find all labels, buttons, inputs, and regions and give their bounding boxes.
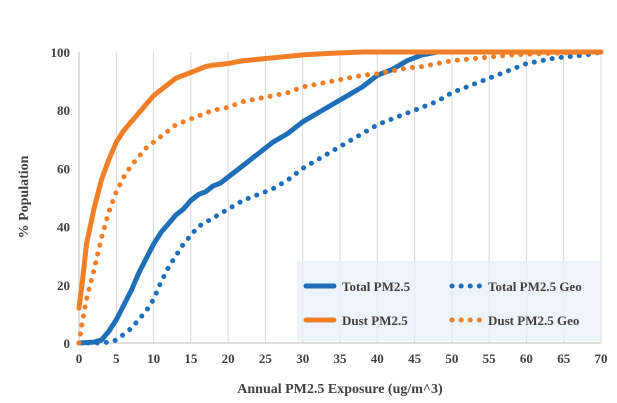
y-tick-label: 100 xyxy=(51,45,71,60)
x-tick-label: 70 xyxy=(595,351,608,366)
x-tick-label: 65 xyxy=(557,351,571,366)
x-tick-label: 0 xyxy=(76,351,83,366)
y-tick-label: 40 xyxy=(57,220,70,235)
x-tick-label: 15 xyxy=(184,351,198,366)
legend-label: Dust PM2.5 xyxy=(342,313,408,328)
x-tick-label: 55 xyxy=(483,351,497,366)
x-tick-label: 40 xyxy=(371,351,384,366)
axes-layer: 0 5 10 15 20 25 30 35 40 45 50 55 60 65 70 0 20 40 60 80 100 xyxy=(51,45,608,366)
legend: Total PM2.5 Total PM2.5 Geo Dust PM2.5 Dust… xyxy=(297,261,600,341)
y-axis-title: % Population xyxy=(17,155,32,238)
y-tick-label: 20 xyxy=(57,278,70,293)
x-tick-label: 45 xyxy=(408,351,422,366)
x-tick-label: 5 xyxy=(113,351,120,366)
y-tick-label: 0 xyxy=(64,336,71,351)
x-tick-label: 30 xyxy=(296,351,309,366)
x-tick-label: 10 xyxy=(147,351,160,366)
legend-label: Dust PM2.5 Geo xyxy=(488,313,579,328)
y-tick-label: 60 xyxy=(57,161,70,176)
series-layer xyxy=(76,49,604,346)
x-tick-label: 35 xyxy=(334,351,348,366)
legend-label: Total PM2.5 Geo xyxy=(488,279,582,294)
x-tick-label: 25 xyxy=(259,351,273,366)
legend-label: Total PM2.5 xyxy=(342,279,411,294)
x-tick-label: 60 xyxy=(520,351,533,366)
x-tick-label: 20 xyxy=(222,351,235,366)
series-line-total-pm2-5-geo xyxy=(76,49,604,346)
y-tick-label: 80 xyxy=(57,103,70,118)
series-line-dust-pm2-5 xyxy=(76,49,604,311)
legend-box xyxy=(297,261,600,341)
x-tick-label: 50 xyxy=(445,351,458,366)
x-axis-title: Annual PM2.5 Exposure (ug/m^3) xyxy=(237,382,443,397)
series-line-dust-pm2-5-geo xyxy=(76,49,604,346)
